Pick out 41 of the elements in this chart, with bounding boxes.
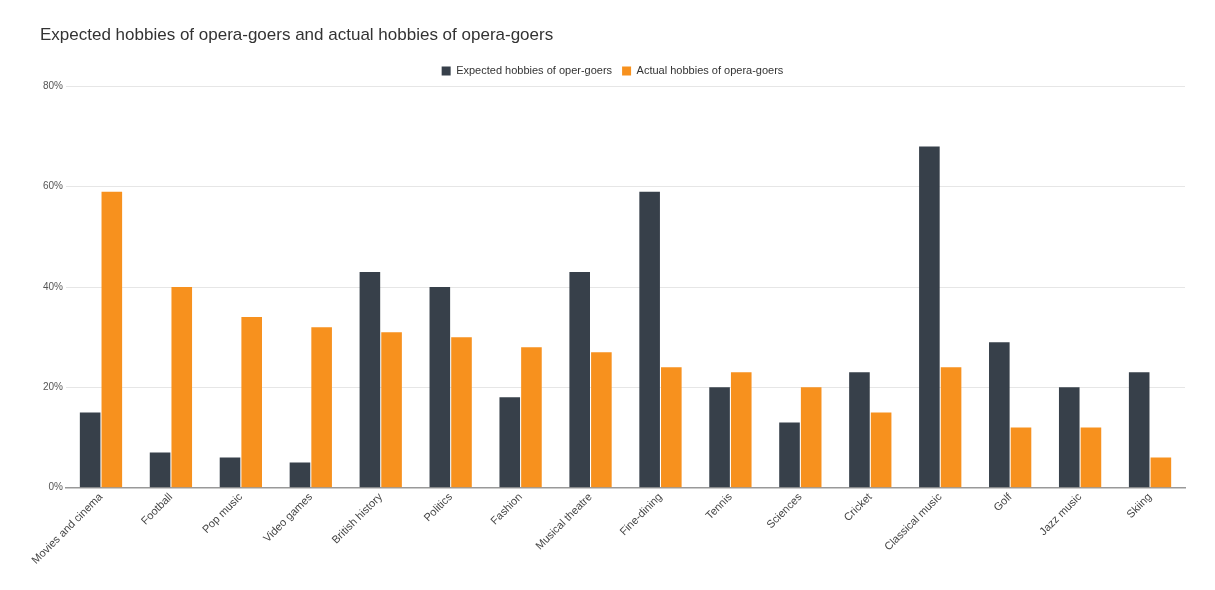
bar: [79, 412, 101, 488]
legend-label: Expected hobbies of oper-goers: [456, 63, 613, 76]
bar: [311, 327, 332, 488]
bar: [381, 332, 402, 488]
bar: [171, 287, 193, 488]
bar: [730, 372, 752, 488]
bar: [149, 452, 171, 488]
bar: [639, 191, 660, 488]
bar: [779, 422, 800, 488]
legend-label: Actual hobbies of opera-goers: [636, 63, 784, 76]
bar: [870, 412, 892, 488]
bar: [521, 347, 542, 488]
y-tick-label: 60%: [43, 180, 64, 192]
y-tick-label: 80%: [43, 80, 64, 92]
bar: [241, 317, 262, 488]
bar: [989, 342, 1010, 488]
bar: [359, 271, 381, 488]
y-tick-label: 0%: [48, 481, 64, 493]
y-tick-label: 20%: [43, 381, 64, 393]
bar: [1080, 427, 1102, 488]
bar: [219, 457, 241, 488]
bar: [569, 271, 590, 488]
bar: [849, 372, 870, 488]
bar: [289, 462, 311, 488]
bar: [1010, 427, 1032, 488]
x-tick-label: Golf: [990, 489, 1015, 514]
bar: [919, 146, 940, 488]
bar: [101, 191, 123, 488]
chart-title: Expected hobbies of opera-goers and actual hobbies of opera-goers: [40, 24, 554, 44]
bar: [1128, 372, 1150, 488]
bar: [429, 287, 451, 488]
bar: [1058, 387, 1080, 488]
bar: [451, 337, 472, 488]
bar: [591, 352, 612, 488]
bar: [709, 387, 730, 488]
bar: [800, 387, 822, 488]
bar: [499, 397, 521, 488]
y-tick-label: 40%: [43, 280, 64, 292]
bar: [1150, 457, 1172, 488]
bar: [940, 367, 962, 488]
bar: [661, 367, 682, 488]
